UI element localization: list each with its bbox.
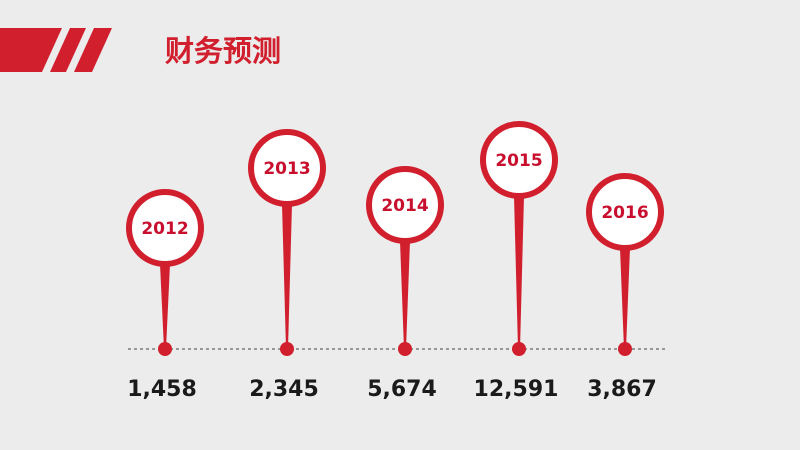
pin-head [248, 129, 326, 207]
value-label: 3,867 [587, 377, 657, 402]
pin-dot [158, 342, 172, 356]
pin-head [126, 189, 204, 267]
value-label: 1,458 [127, 377, 197, 402]
pin-head [366, 166, 444, 244]
year-label: 2012 [141, 219, 188, 239]
banner-stripe [50, 28, 86, 72]
pin-dot [398, 342, 412, 356]
banner-block [0, 28, 62, 72]
title: 财务预测 [165, 34, 281, 68]
year-label: 2013 [263, 159, 310, 179]
banner-stripe [74, 28, 112, 72]
year-label: 2016 [601, 203, 648, 223]
banner [0, 28, 112, 72]
pin-stem [620, 248, 630, 349]
pin-dot [618, 342, 632, 356]
value-label: 12,591 [474, 377, 559, 402]
year-label: 2015 [495, 151, 542, 171]
pin-stem [400, 241, 410, 349]
pin: 2013 2,345 [248, 129, 326, 402]
value-label: 2,345 [249, 377, 319, 402]
pin-dot [512, 342, 526, 356]
pin-stem [282, 204, 292, 349]
pin: 2015 12,591 [474, 121, 559, 402]
pins: 20121,45820132,34520145,674201512,591201… [126, 121, 664, 402]
pin: 2014 5,674 [366, 166, 444, 402]
pin-stem [514, 196, 524, 349]
value-label: 5,674 [367, 377, 437, 402]
pin-dot [280, 342, 294, 356]
pin-head [480, 121, 558, 199]
pin: 2012 1,458 [126, 189, 204, 402]
year-label: 2014 [381, 196, 428, 216]
pin-stem [160, 264, 170, 349]
pin-head [586, 173, 664, 251]
pin: 2016 3,867 [586, 173, 664, 402]
